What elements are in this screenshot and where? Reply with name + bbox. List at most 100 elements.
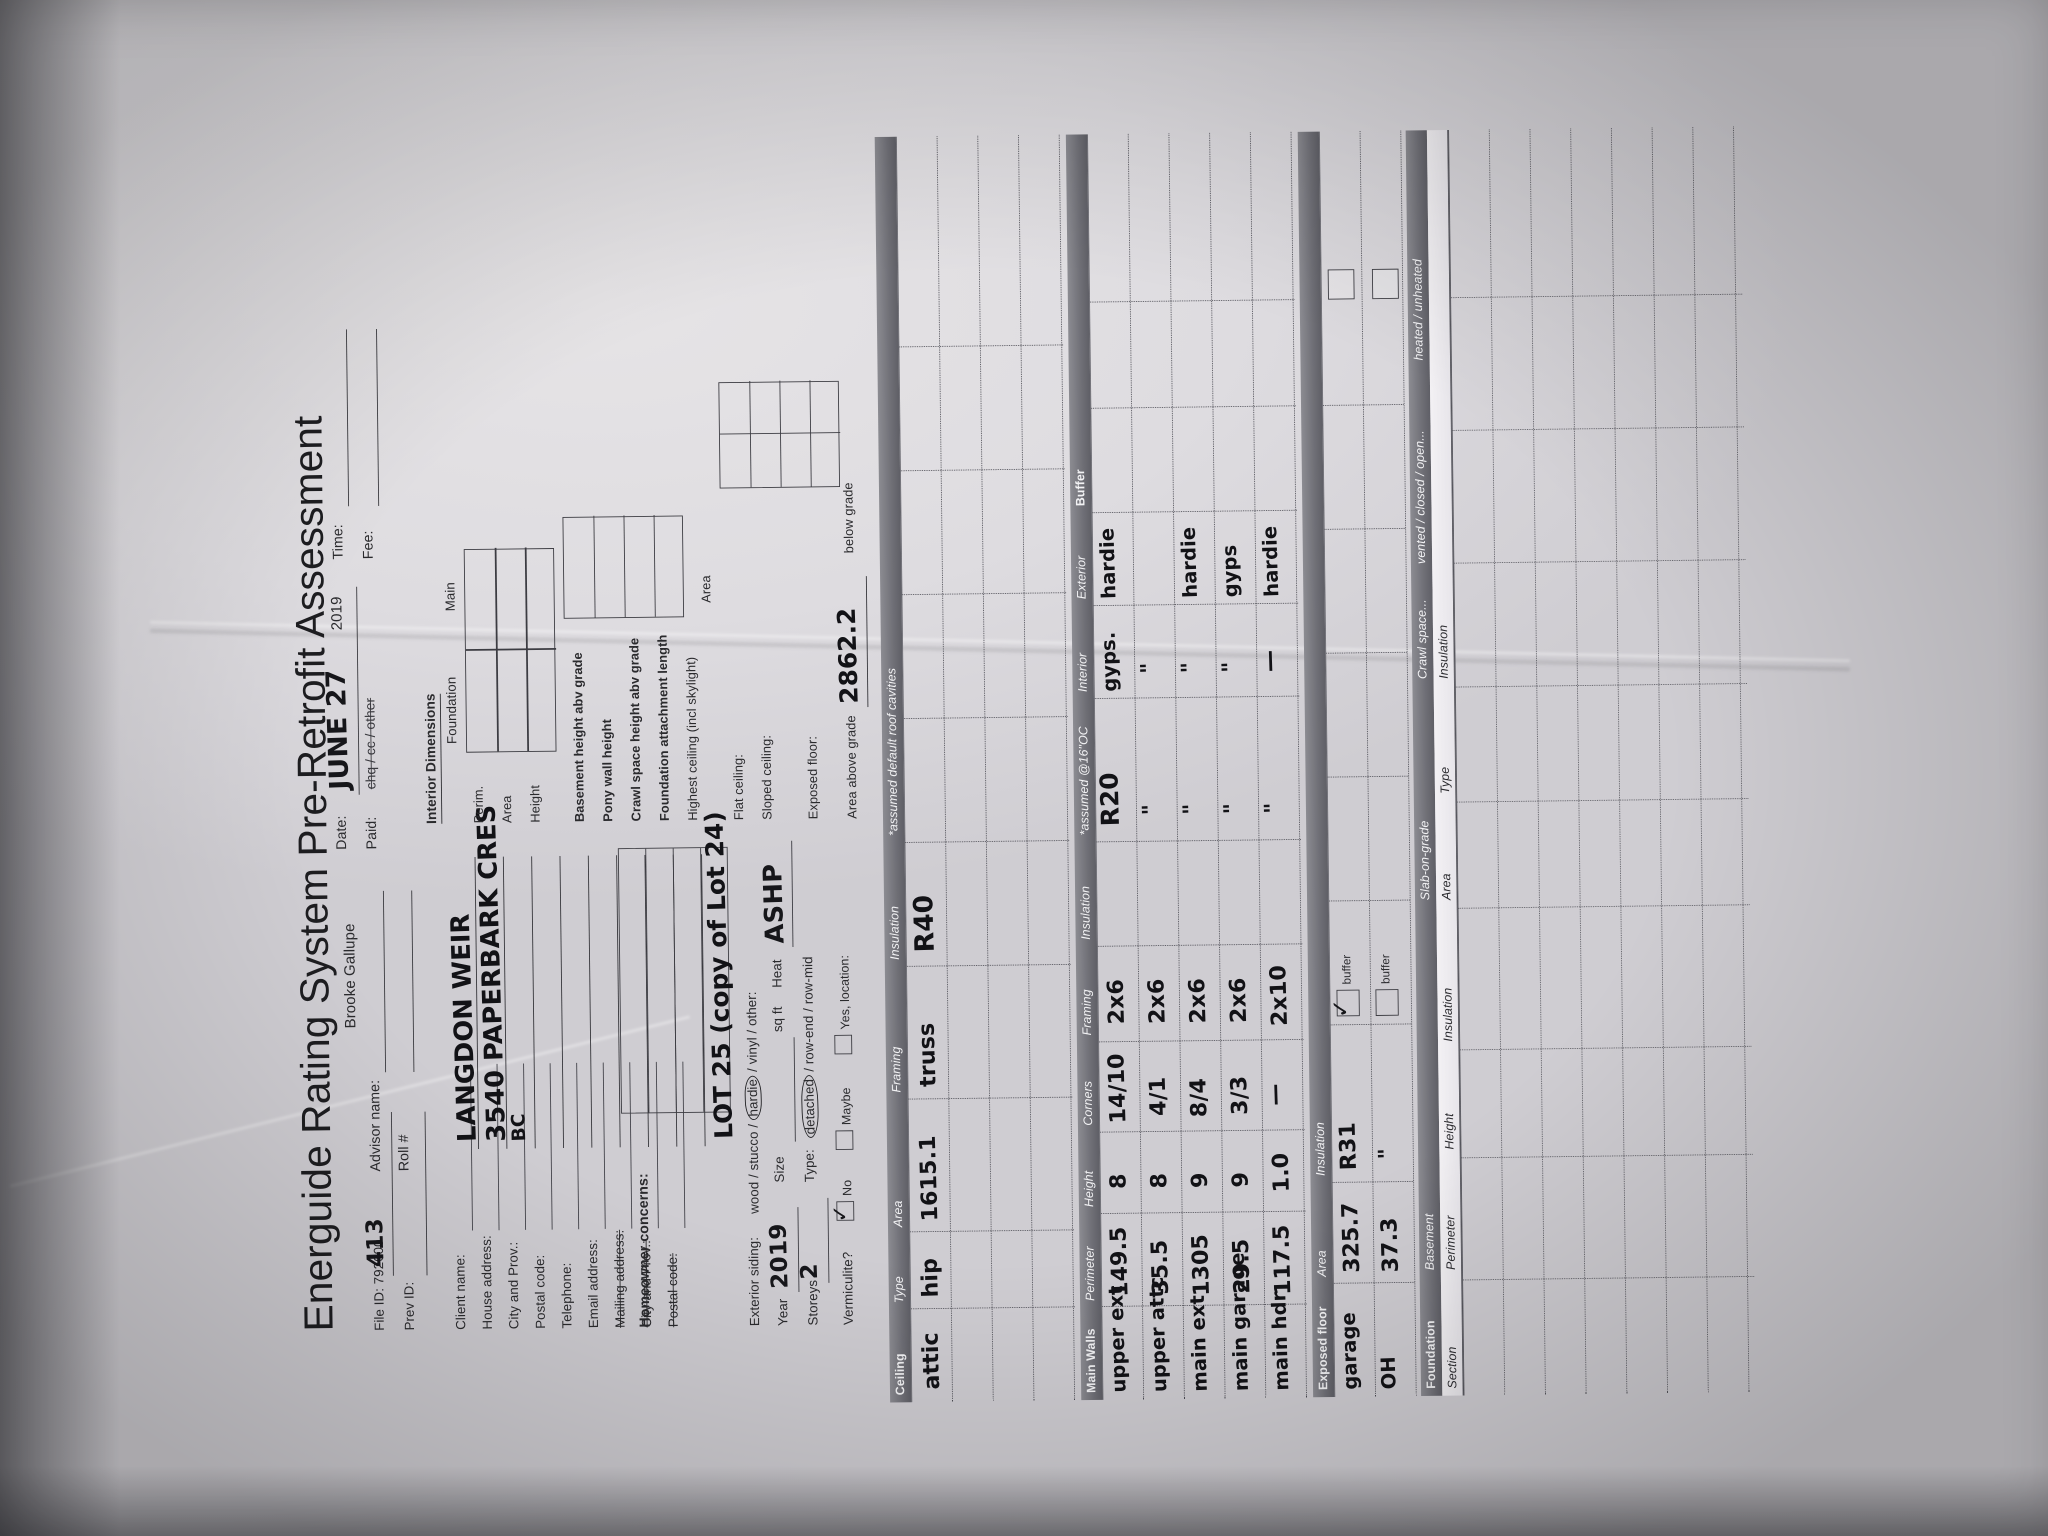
exposed-floor-grid[interactable] xyxy=(1318,130,1417,1398)
mw-r2-exterior: hardie xyxy=(1177,526,1203,599)
id-area-label: Area xyxy=(699,575,714,603)
photo-shadow-bottom xyxy=(0,1466,2048,1536)
mw-header-framing: Framing xyxy=(1078,989,1094,1036)
ceiling-r0-label: attic xyxy=(917,1331,945,1390)
value-city-prov: BC xyxy=(507,1113,530,1142)
id-pony-wall-label: Pony wall height xyxy=(600,719,616,822)
annotation-box-2[interactable] xyxy=(1371,268,1399,300)
fd-sub-section: Section xyxy=(1444,1346,1460,1389)
mw-r0-corners: 14/10 xyxy=(1102,1053,1131,1124)
photo-shadow-left xyxy=(0,0,120,1536)
label-house-address: House address: xyxy=(479,1235,496,1330)
file-id-rule xyxy=(390,1112,394,1276)
ef-buffer-label-1: buffer xyxy=(1378,954,1393,985)
mw-r3-interior: " xyxy=(1217,661,1243,673)
mw-r3-corners: 3/3 xyxy=(1225,1075,1253,1116)
vermiculite-checkbox-yes[interactable] xyxy=(834,1034,853,1055)
siding-option-stucco[interactable]: stucco xyxy=(746,1131,762,1171)
mw-r4-exterior: hardie xyxy=(1259,525,1284,598)
interior-dimensions-box-a[interactable] xyxy=(562,514,685,619)
fd-header-crawl-heated: heated / unheated xyxy=(1409,258,1426,361)
heat-value: ASHP xyxy=(757,863,790,945)
fd-sub-type: Type xyxy=(1437,766,1452,794)
homeowner-concerns-label: Homeowner concerns: xyxy=(635,1173,653,1328)
id-row-area: Area xyxy=(500,795,515,824)
siding-option-other[interactable]: other: xyxy=(744,991,760,1027)
id-row-height: Height xyxy=(528,784,544,823)
mw-r2-framing: 2x6 xyxy=(1183,977,1211,1024)
ceiling-header-note: *assumed default roof cavities xyxy=(883,667,901,837)
ef-header-insulation: Insulation xyxy=(1312,1121,1328,1177)
file-id-label-text: File ID: xyxy=(371,1287,388,1331)
mw-r4-perimeter: 117.5 xyxy=(1267,1224,1296,1296)
ef-r0-insulation: R31 xyxy=(1334,1121,1362,1171)
vermiculite-checkbox-maybe[interactable] xyxy=(835,1130,854,1150)
fd-header-slab: Slab-on-grade xyxy=(1416,820,1432,901)
exposed-floor-buffer-checkbox-1[interactable] xyxy=(1375,989,1399,1016)
siding-option-hardie-circled[interactable]: hardie xyxy=(744,1075,763,1121)
vermiculite-option-no[interactable]: No xyxy=(839,1179,854,1196)
below-grade-label: below grade xyxy=(841,482,857,554)
type-options[interactable]: detached / row-end / row-mid xyxy=(800,956,820,1139)
time-rule xyxy=(345,329,350,507)
fd-sub-insulation2: Insulation xyxy=(1435,624,1451,679)
id-flat-ceiling-label: Flat ceiling: xyxy=(731,754,747,821)
date-value: JUNE 27 xyxy=(320,668,356,791)
prev-id-rule xyxy=(424,1111,428,1276)
mw-r2-label: main ext xyxy=(1187,1294,1213,1392)
id-row-perim: Perim. xyxy=(471,785,487,824)
file-id-value: 413 xyxy=(361,1217,390,1268)
mw-r1-corners: 4/1 xyxy=(1144,1076,1172,1117)
advisor-name-rule xyxy=(382,890,387,1073)
type-option-row-mid[interactable]: row-mid xyxy=(800,956,817,1005)
advisor-name-value: Brooke Gallupe xyxy=(340,923,359,1029)
mw-r2-insulation: " xyxy=(1178,803,1204,816)
size-rule xyxy=(793,1037,796,1142)
interior-dimensions-box-b[interactable] xyxy=(718,380,841,489)
ef-r0-label: garage xyxy=(1337,1311,1363,1391)
id-crawl-height-label: Crawl space height abv grade xyxy=(627,637,645,822)
fd-sub-perimeter: Perimeter xyxy=(1442,1215,1458,1271)
mw-header-note: *assumed @16"OC xyxy=(1075,726,1092,836)
mw-r2-interior: " xyxy=(1176,661,1202,674)
roll-number-rule xyxy=(411,890,415,1072)
interior-dimensions-grid[interactable] xyxy=(463,547,557,753)
foundation-grid[interactable] xyxy=(1448,126,1756,1396)
paid-options: chq / cc / other xyxy=(362,697,380,790)
ceiling-r0-insulation: R40 xyxy=(908,894,941,953)
size-label: Size xyxy=(772,1156,788,1183)
fd-sub-insulation: Insulation xyxy=(1440,987,1455,1042)
mw-r0-exterior: hardie xyxy=(1096,527,1121,600)
mw-r4-insulation: " xyxy=(1259,802,1285,815)
mw-r1-framing: 2x6 xyxy=(1142,978,1171,1025)
ef-header-title: Exposed floor xyxy=(1314,1306,1330,1391)
exterior-siding-options[interactable]: wood / stucco / hardie / vinyl / other: xyxy=(744,991,763,1214)
date-year: 2019 xyxy=(328,596,346,631)
siding-option-vinyl[interactable]: vinyl xyxy=(744,1037,761,1065)
vermiculite-option-yes[interactable]: Yes, location: xyxy=(836,954,852,1030)
heat-rule xyxy=(791,840,794,947)
label-mailing-address: Mailing address: xyxy=(611,1229,629,1328)
vermiculite-option-maybe[interactable]: Maybe xyxy=(838,1087,854,1126)
id-exposed-floor-label: Exposed floor: xyxy=(805,735,822,820)
mw-r4-corners: — xyxy=(1261,1083,1288,1107)
mw-r1-height: 8 xyxy=(1145,1172,1172,1189)
siding-option-wood[interactable]: wood xyxy=(746,1181,763,1214)
mw-header-buffer: Buffer xyxy=(1072,469,1088,507)
fd-sub-area: Area xyxy=(1438,873,1454,901)
type-option-detached-circled[interactable]: detached xyxy=(800,1075,820,1139)
mw-r2-perimeter: 1305 xyxy=(1186,1233,1215,1297)
prev-id-label: Prev ID: xyxy=(401,1281,418,1331)
fd-sub-height: Height xyxy=(1441,1113,1457,1150)
size-units: sq ft xyxy=(770,1006,786,1033)
annotation-box-1[interactable] xyxy=(1327,269,1355,300)
ceiling-header-type: Type xyxy=(891,1276,906,1304)
area-above-grade-rule xyxy=(865,576,869,708)
fd-header-crawl: Crawl space... xyxy=(1414,599,1430,680)
ceiling-header-area: Area xyxy=(890,1200,905,1228)
type-option-row-end[interactable]: row-end xyxy=(801,1015,817,1065)
mw-header-perimeter: Perimeter xyxy=(1082,1246,1097,1301)
mw-r4-height: 1.0 xyxy=(1267,1152,1295,1193)
info-row-email: Email address: xyxy=(582,1062,612,1328)
main-walls-grid[interactable] xyxy=(1087,131,1308,1400)
